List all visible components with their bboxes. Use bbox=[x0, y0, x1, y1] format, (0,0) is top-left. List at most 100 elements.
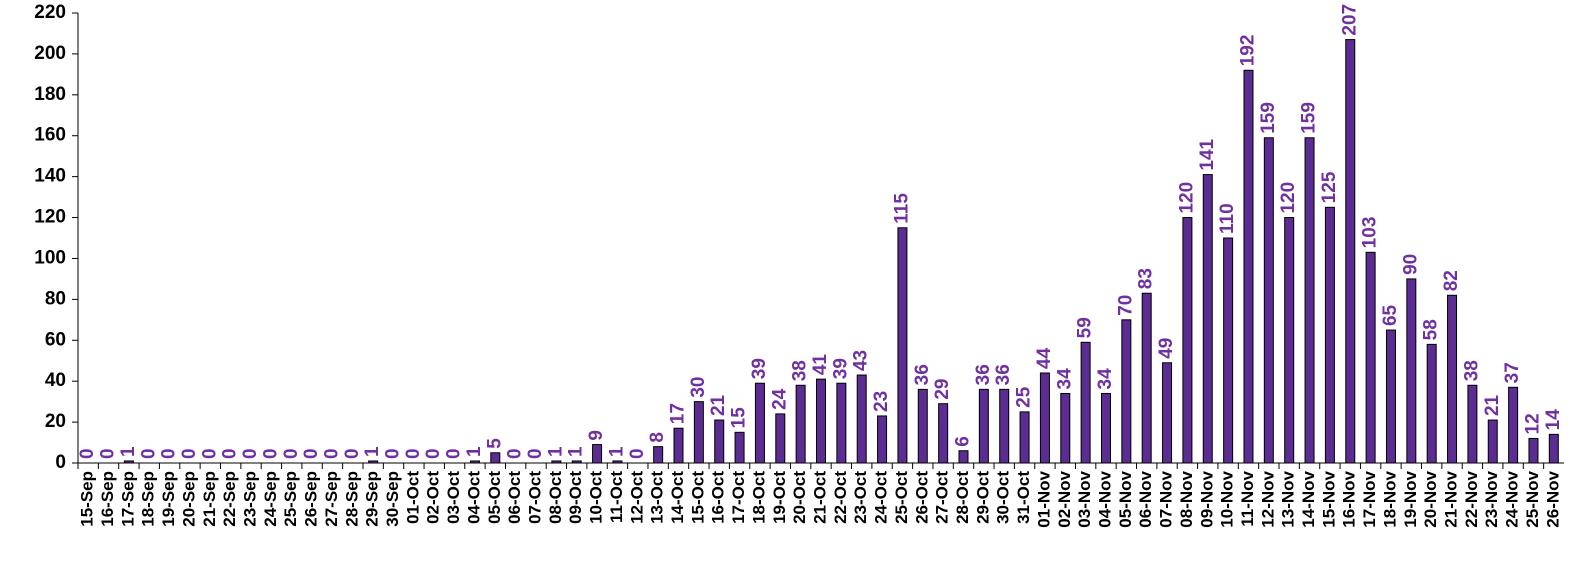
value-label: 70 bbox=[1115, 295, 1136, 316]
value-label: 159 bbox=[1299, 102, 1320, 134]
bar bbox=[877, 415, 888, 464]
bar bbox=[571, 460, 582, 464]
bar bbox=[917, 388, 928, 464]
value-label: 12 bbox=[1522, 413, 1543, 434]
bar bbox=[123, 460, 134, 464]
value-label: 9 bbox=[586, 430, 607, 441]
x-tick-label: 04-Oct bbox=[464, 471, 483, 524]
x-tick-label: 15-Sep bbox=[78, 471, 97, 527]
x-tick-label: 06-Nov bbox=[1136, 470, 1155, 527]
x-tick-label: 11-Oct bbox=[607, 471, 626, 523]
value-label: 44 bbox=[1034, 347, 1055, 369]
value-label: 37 bbox=[1502, 362, 1523, 383]
bar bbox=[1508, 386, 1519, 464]
value-label: 38 bbox=[1461, 360, 1482, 381]
value-label: 49 bbox=[1156, 338, 1177, 359]
x-tick-label: 03-Nov bbox=[1075, 470, 1094, 527]
bar bbox=[592, 444, 603, 464]
bar bbox=[1528, 437, 1539, 464]
x-tick-label: 14-Nov bbox=[1299, 470, 1318, 527]
x-tick-label: 15-Nov bbox=[1319, 470, 1338, 527]
value-label: 24 bbox=[769, 388, 790, 410]
x-tick-label: 10-Oct bbox=[587, 471, 606, 524]
bar bbox=[1345, 39, 1356, 464]
bar bbox=[1548, 433, 1559, 464]
y-tick-label: 140 bbox=[34, 166, 66, 187]
bar bbox=[551, 460, 562, 464]
x-tick-label: 24-Sep bbox=[261, 471, 280, 527]
x-tick-label: 04-Nov bbox=[1095, 470, 1114, 527]
value-label: 90 bbox=[1400, 254, 1421, 275]
value-label: 1 bbox=[606, 446, 627, 457]
y-tick-label: 40 bbox=[45, 370, 66, 391]
bar bbox=[714, 419, 725, 464]
bar bbox=[1467, 384, 1478, 464]
value-label: 0 bbox=[301, 448, 322, 459]
value-label: 0 bbox=[423, 448, 444, 459]
bar bbox=[775, 413, 786, 464]
value-label: 17 bbox=[668, 403, 689, 424]
y-tick-label: 180 bbox=[34, 84, 66, 105]
x-tick-label: 06-Oct bbox=[505, 471, 524, 524]
bar bbox=[612, 460, 623, 464]
x-tick-label: 02-Oct bbox=[424, 471, 443, 524]
x-tick-label: 09-Nov bbox=[1197, 470, 1216, 527]
y-tick-label: 220 bbox=[34, 2, 66, 23]
x-tick-label: 18-Nov bbox=[1380, 470, 1399, 527]
x-tick-label: 19-Oct bbox=[770, 471, 789, 524]
bar bbox=[734, 431, 745, 464]
value-label: 36 bbox=[973, 364, 994, 385]
value-label: 0 bbox=[281, 448, 302, 459]
x-tick-label: 16-Sep bbox=[98, 471, 117, 527]
x-tick-label: 16-Nov bbox=[1340, 470, 1359, 527]
x-tick-label: 07-Oct bbox=[525, 471, 544, 524]
value-label: 21 bbox=[708, 394, 729, 416]
bar bbox=[1162, 362, 1173, 464]
x-tick-label: 21-Nov bbox=[1442, 470, 1461, 527]
value-label: 59 bbox=[1075, 317, 1096, 338]
x-tick-label: 12-Oct bbox=[627, 471, 646, 524]
bar bbox=[368, 460, 379, 464]
x-tick-label: 17-Sep bbox=[118, 471, 137, 527]
value-label: 5 bbox=[484, 438, 505, 449]
x-tick-label: 10-Nov bbox=[1218, 470, 1237, 527]
bar bbox=[897, 227, 908, 464]
bar bbox=[754, 382, 765, 464]
value-label: 0 bbox=[505, 448, 526, 459]
value-label: 141 bbox=[1197, 138, 1218, 170]
x-tick-label: 17-Oct bbox=[729, 471, 748, 524]
value-label: 103 bbox=[1360, 217, 1381, 249]
x-tick-label: 26-Oct bbox=[912, 471, 931, 524]
value-label: 0 bbox=[627, 448, 648, 459]
value-label: 39 bbox=[749, 358, 770, 379]
bar bbox=[1263, 137, 1274, 464]
x-tick-label: 09-Oct bbox=[566, 471, 585, 524]
bar bbox=[938, 403, 949, 464]
value-label: 6 bbox=[953, 436, 974, 447]
value-label: 34 bbox=[1095, 368, 1116, 390]
bar bbox=[1202, 174, 1213, 464]
bar bbox=[836, 382, 847, 464]
value-label: 36 bbox=[993, 364, 1014, 385]
x-tick-label: 29-Sep bbox=[363, 471, 382, 527]
bar bbox=[1426, 343, 1437, 464]
value-label: 120 bbox=[1176, 182, 1197, 214]
value-label: 115 bbox=[891, 193, 912, 224]
y-tick-label: 200 bbox=[34, 43, 66, 64]
value-label: 1 bbox=[464, 446, 485, 457]
x-tick-label: 01-Oct bbox=[403, 471, 422, 524]
x-tick-label: 02-Nov bbox=[1055, 470, 1074, 527]
x-tick-label: 15-Oct bbox=[688, 471, 707, 524]
x-tick-label: 23-Sep bbox=[241, 471, 260, 527]
bar bbox=[1324, 206, 1335, 464]
x-tick-label: 27-Oct bbox=[933, 471, 952, 524]
bar bbox=[469, 460, 480, 464]
bar bbox=[1060, 392, 1071, 464]
x-tick-label: 25-Nov bbox=[1523, 470, 1542, 527]
bar bbox=[1447, 294, 1458, 464]
bar bbox=[673, 427, 684, 464]
value-label: 23 bbox=[871, 391, 892, 412]
x-tick-label: 13-Nov bbox=[1279, 470, 1298, 527]
x-tick-label: 26-Nov bbox=[1543, 470, 1562, 527]
